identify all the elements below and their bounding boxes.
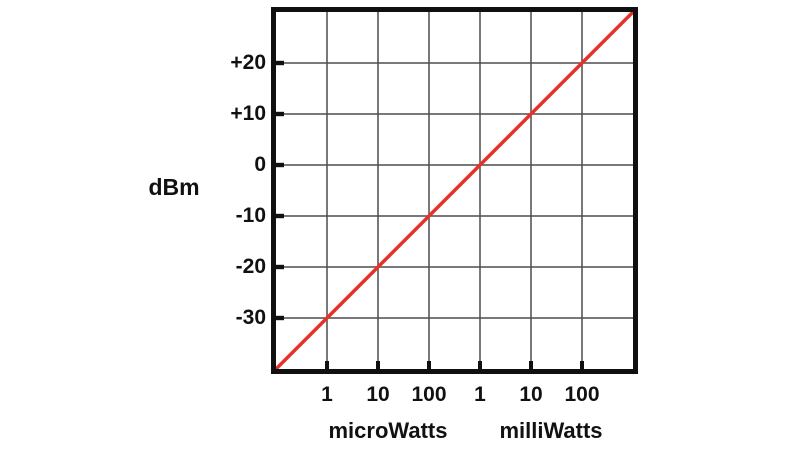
x-tick-mark [376, 361, 380, 369]
x-tick-label: 10 [366, 383, 390, 406]
x-tick-mark [580, 361, 584, 369]
y-tick-mark [276, 264, 284, 270]
x-axis-caption-microwatts: microWatts [328, 418, 448, 443]
x-tick-label: 10 [519, 383, 543, 406]
y-tick-mark [276, 315, 284, 321]
y-tick-mark [276, 162, 284, 168]
x-tick-mark [325, 361, 329, 369]
y-tick-mark [276, 213, 284, 219]
y-tick-label: 0 [254, 153, 266, 176]
y-tick-mark [276, 60, 284, 66]
y-tick-label: -10 [235, 204, 266, 227]
y-tick-label: -20 [235, 255, 266, 278]
y-tick-label: +10 [230, 102, 266, 125]
x-tick-label: 100 [564, 383, 600, 406]
x-tick-label: 1 [321, 383, 333, 406]
y-tick-label: +20 [230, 51, 266, 74]
x-tick-mark [427, 361, 431, 369]
y-tick-mark [276, 111, 284, 117]
plot-area [271, 7, 638, 374]
plot-svg [276, 12, 633, 369]
x-axis-caption-milliwatts: milliWatts [499, 418, 603, 443]
data-line [276, 12, 633, 369]
y-tick-label: -30 [235, 306, 266, 329]
x-tick-label: 100 [411, 383, 447, 406]
x-tick-mark [529, 361, 533, 369]
y-axis-title: dBm [148, 174, 200, 200]
x-tick-mark [478, 361, 482, 369]
x-tick-label: 1 [474, 383, 486, 406]
